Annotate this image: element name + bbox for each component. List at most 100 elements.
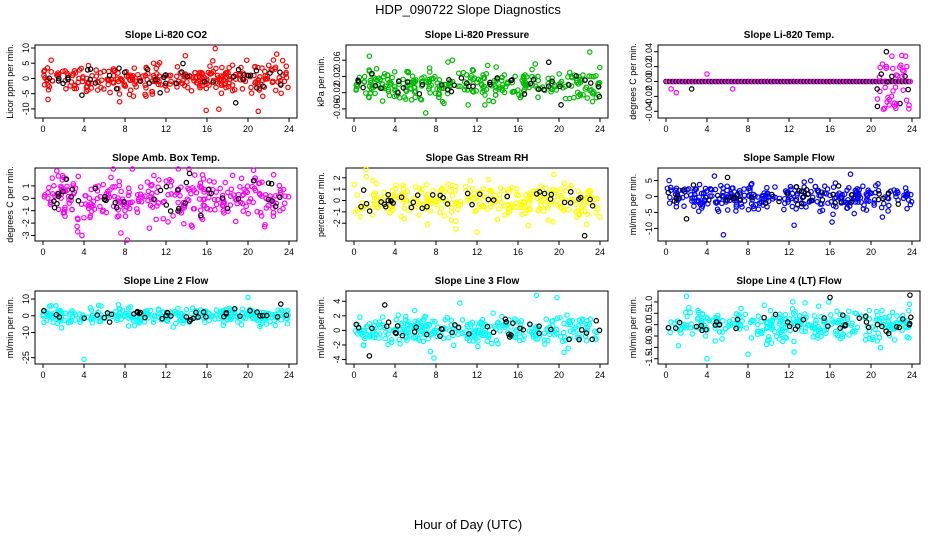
data-point [142,314,148,321]
y-tick-label: 0 [332,198,342,203]
data-point [854,185,861,192]
data-point [872,326,878,333]
data-point [852,329,858,335]
data-point [491,323,498,330]
data-point [527,80,534,87]
data-point [479,316,486,323]
data-point [833,319,840,325]
data-point [129,166,136,172]
data-point [904,63,910,70]
data-point [737,190,743,197]
data-point [860,183,866,190]
data-point [809,325,816,331]
data-point [280,186,287,193]
data-point [400,85,407,91]
data-point [496,191,503,198]
data-point [907,201,914,208]
data-point [231,305,238,312]
data-point [815,335,821,341]
x-tick-label: 0 [351,124,356,134]
data-point [157,89,163,96]
x-tick-label: 8 [745,370,750,380]
data-point [100,207,107,214]
x-tick-label: 20 [554,124,564,134]
data-point [404,68,410,75]
data-point [58,183,64,190]
data-point [178,69,185,75]
data-point [225,83,232,90]
data-point [272,203,279,210]
data-point [238,175,245,182]
x-tick-label: 16 [513,124,523,134]
data-point [59,68,66,75]
data-point [470,190,477,197]
data-point [260,83,266,89]
data-point [484,338,491,345]
scatter-points [41,166,292,243]
data-point [226,64,232,71]
data-point [405,69,412,76]
data-point [713,200,720,206]
data-point [497,185,504,191]
data-point [97,70,104,76]
data-point [180,320,186,326]
data-point [844,187,850,193]
data-point [503,321,510,328]
y-tick-label: -10 [644,222,654,235]
data-point [596,64,603,71]
data-point [767,307,774,314]
data-point [160,199,166,206]
data-point [815,328,822,335]
data-point [554,294,560,301]
data-point [175,199,181,206]
data-point [229,172,236,179]
data-point [195,314,201,320]
data-point [906,106,912,112]
data-point [379,314,386,320]
data-point [88,316,95,322]
data-point [743,325,750,331]
panel-6: Slope Sample Flow 0 4 8 12 16 20 24 -10 -5 0 5 ml/mi… [628,153,921,257]
data-point [416,91,423,97]
data-point [410,79,417,85]
data-point [852,195,858,202]
data-point [436,91,443,97]
data-point [486,187,493,194]
data-point [130,317,137,324]
data-point [829,219,835,225]
data-point [672,325,679,331]
data-point [381,302,388,308]
data-point [159,315,166,322]
data-point [548,329,555,335]
data-point [566,82,572,88]
data-point [117,75,124,82]
data-point [276,182,283,189]
data-point [596,93,603,100]
data-point [46,75,53,82]
y-tick-label: -2 [332,341,342,349]
y-tick-label: -0.5 [644,328,654,344]
data-point [278,317,285,323]
data-point [196,196,203,202]
data-point [201,189,207,195]
y-tick-label: 1 [21,183,31,188]
x-tick-label: 24 [595,247,605,257]
data-point [751,317,757,324]
data-point [276,74,283,81]
data-point [75,197,82,204]
data-point [515,319,522,325]
data-point [457,199,464,205]
data-point [882,84,888,91]
data-point [861,202,867,208]
data-point [896,324,903,331]
data-point [265,62,272,69]
y-axis-label: kPa per min. [316,56,326,107]
data-point [137,184,144,190]
x-tick-label: 12 [784,370,794,380]
data-point [118,230,124,236]
data-point [700,199,706,206]
data-point [240,208,247,214]
data-point [277,301,284,307]
data-point [68,194,74,200]
data-point [879,323,885,330]
